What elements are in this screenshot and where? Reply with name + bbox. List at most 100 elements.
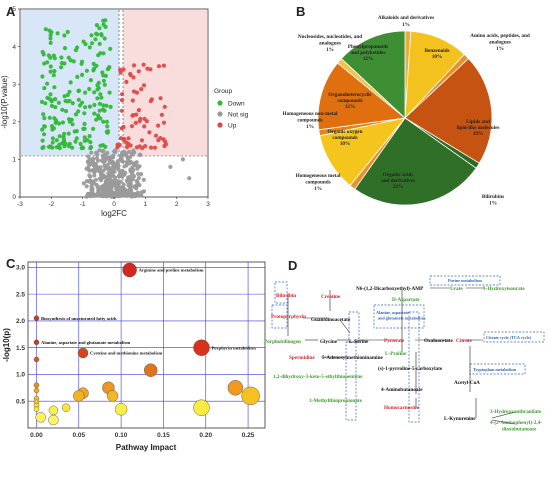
node-n6: N6-(1,2-Dicarboxyethyl)-AMP	[356, 285, 424, 292]
volcano-point-up	[149, 97, 154, 102]
volcano-point-notsig	[113, 149, 118, 155]
volcano-point-down	[68, 58, 73, 63]
volcano-point-down	[63, 141, 68, 146]
volcano-point-notsig	[128, 178, 133, 183]
volcano-point-notsig	[92, 173, 97, 178]
pie-label-organicacids: Organic acids and derivatives 23%	[381, 172, 415, 190]
box-citrate-cycle	[483, 331, 545, 343]
volcano-point-down	[66, 131, 71, 136]
volcano-axis-ticks: -3 -2 -1 0 1 2 3 0 1 2 3 4 5	[12, 6, 210, 208]
volcano-x-tick-label: -3	[17, 201, 23, 208]
volcano-point-up	[129, 124, 135, 129]
volcano-point-down	[97, 101, 102, 106]
volcano-point-notsig	[107, 172, 112, 177]
volcano-point-up	[131, 89, 137, 94]
volcano-point-down	[100, 70, 105, 75]
panel-c-letter: C	[6, 256, 16, 271]
volcano-point-down	[70, 145, 75, 150]
volcano-point-down	[101, 103, 106, 108]
pathway-connectors	[287, 287, 516, 425]
volcano-point-notsig	[127, 183, 132, 188]
panel-b-letter: B	[296, 4, 305, 19]
volcano-point-down	[56, 121, 62, 126]
node-creatine: Creatine	[321, 294, 341, 300]
volcano-point-up	[158, 136, 163, 141]
volcano-point-notsig	[98, 165, 103, 170]
volcano-point-down	[49, 103, 55, 108]
volcano-point-down	[101, 78, 106, 83]
volcano-point-up	[115, 142, 120, 147]
volcano-point-notsig	[120, 150, 125, 156]
volcano-point-notsig	[104, 186, 109, 191]
volcano-point-down	[48, 69, 53, 74]
volcano-point-down	[50, 136, 56, 141]
volcano-point-down	[39, 99, 45, 104]
volcano-point-up	[120, 92, 125, 97]
volcano-point-notsig	[103, 183, 108, 188]
volcano-point-down	[47, 115, 52, 120]
volcano-point-down	[103, 144, 108, 149]
volcano-point-down	[65, 92, 70, 98]
volcano-point-notsig	[133, 163, 138, 168]
volcano-point-down	[76, 97, 81, 102]
legend-title: Group	[214, 88, 232, 95]
volcano-point-down	[97, 26, 102, 31]
pie-label-benzenoids: Benzenoids 10%	[424, 48, 449, 60]
volcano-x-tick-label: 2	[175, 201, 179, 208]
volcano-point-notsig	[168, 164, 173, 169]
volcano-point-up	[161, 120, 167, 125]
volcano-point-down	[46, 53, 52, 58]
volcano-point-notsig	[129, 169, 134, 175]
volcano-y-tick-label: 1	[12, 157, 16, 164]
volcano-point-down	[62, 94, 67, 99]
pie-label-nonmetal: Homogeneous non-metal compounds 1%	[283, 111, 338, 130]
volcano-point-down	[83, 42, 88, 47]
volcano-point-down	[56, 100, 62, 105]
box-label-alanine: Alanine, aspartate and glutamate metaboli…	[376, 310, 426, 321]
bubble-point	[241, 386, 260, 406]
bubble-x-tick-label: 0.15	[157, 432, 170, 439]
volcano-point-notsig	[136, 171, 141, 176]
volcano-point-down	[80, 100, 85, 105]
volcano-point-down	[92, 102, 97, 108]
box-label-citrate-cycle: Citrate cycle (TCA cycle)	[486, 335, 532, 340]
bubble-y-tick-label: 2.5	[16, 291, 25, 298]
volcano-point-down	[41, 112, 46, 117]
volcano-point-down	[41, 145, 46, 150]
volcano-point-notsig	[88, 174, 93, 179]
volcano-point-up	[138, 116, 143, 121]
box-label-purine: Purine metabolism	[448, 278, 482, 283]
volcano-point-down	[98, 51, 103, 56]
pie-label-alkaloids: Alkaloids and derivatives	[378, 15, 434, 21]
node-guanidinoacetate: Guanidinoacetate	[311, 317, 351, 323]
volcano-point-down	[42, 86, 47, 91]
volcano-point-notsig	[110, 181, 115, 186]
volcano-point-down	[99, 95, 104, 100]
legend-label-up: Up	[228, 123, 237, 130]
volcano-point-down	[40, 74, 45, 79]
panel-d-letter: D	[288, 258, 297, 273]
bubble-grid	[28, 262, 265, 428]
volcano-point-notsig	[187, 176, 192, 181]
bubble-x-tick-label: 0.10	[115, 432, 128, 439]
volcano-point-notsig	[103, 166, 108, 171]
volcano-point-up	[133, 120, 138, 125]
volcano-point-down	[88, 145, 94, 150]
volcano-point-notsig	[123, 191, 128, 197]
panel-c: C Arginine and proline metabolism Biosynt…	[2, 256, 266, 452]
volcano-point-down	[74, 129, 79, 134]
volcano-point-up	[156, 64, 162, 69]
volcano-point-down	[42, 124, 47, 129]
volcano-point-down	[42, 132, 47, 137]
volcano-point-down	[67, 141, 72, 146]
volcano-point-down	[87, 104, 92, 109]
volcano-point-down	[108, 104, 113, 109]
volcano-point-notsig	[95, 168, 100, 173]
bubble-label: Alanine, aspartate and glutamate metabol…	[41, 340, 130, 345]
volcano-point-down	[62, 33, 67, 38]
bubble-label: Porphyrin metabolism	[212, 345, 256, 350]
node-lproline: L-Proline	[385, 351, 407, 357]
volcano-point-down	[52, 85, 57, 90]
volcano-y-tick-label: 3	[12, 81, 16, 88]
volcano-point-down	[87, 45, 92, 50]
